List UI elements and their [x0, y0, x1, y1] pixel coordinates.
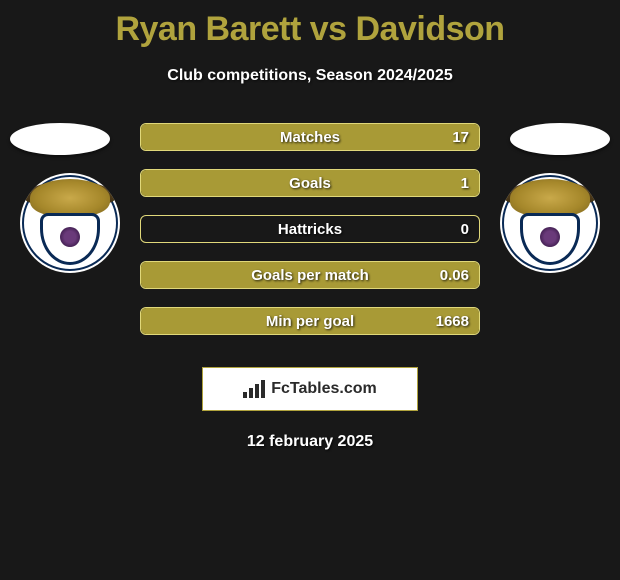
bar-chart-icon [243, 380, 265, 398]
stat-bar: Matches 17 [140, 123, 480, 151]
stat-bar: Goals 1 [140, 169, 480, 197]
player-photo-placeholder-left [10, 123, 110, 155]
stat-label: Hattricks [141, 216, 479, 242]
stat-value: 0 [461, 216, 469, 242]
stat-bar: Goals per match 0.06 [140, 261, 480, 289]
stat-value: 17 [452, 124, 469, 150]
stat-label: Matches [141, 124, 479, 150]
stat-bar: Min per goal 1668 [140, 307, 480, 335]
club-crest-left [20, 173, 120, 273]
date-text: 12 february 2025 [0, 433, 620, 451]
brand-box: FcTables.com [202, 367, 418, 411]
comparison-stage: Matches 17 Goals 1 Hattricks 0 Goals per… [0, 123, 620, 343]
subtitle: Club competitions, Season 2024/2025 [0, 67, 620, 85]
club-crest-right [500, 173, 600, 273]
stat-bars: Matches 17 Goals 1 Hattricks 0 Goals per… [140, 123, 480, 353]
stat-bar: Hattricks 0 [140, 215, 480, 243]
player-photo-placeholder-right [510, 123, 610, 155]
stat-value: 1668 [436, 308, 469, 334]
stat-value: 0.06 [440, 262, 469, 288]
stat-label: Goals per match [141, 262, 479, 288]
stat-label: Goals [141, 170, 479, 196]
brand-text: FcTables.com [271, 380, 377, 398]
page-title: Ryan Barett vs Davidson [0, 0, 620, 49]
stat-value: 1 [461, 170, 469, 196]
stat-label: Min per goal [141, 308, 479, 334]
